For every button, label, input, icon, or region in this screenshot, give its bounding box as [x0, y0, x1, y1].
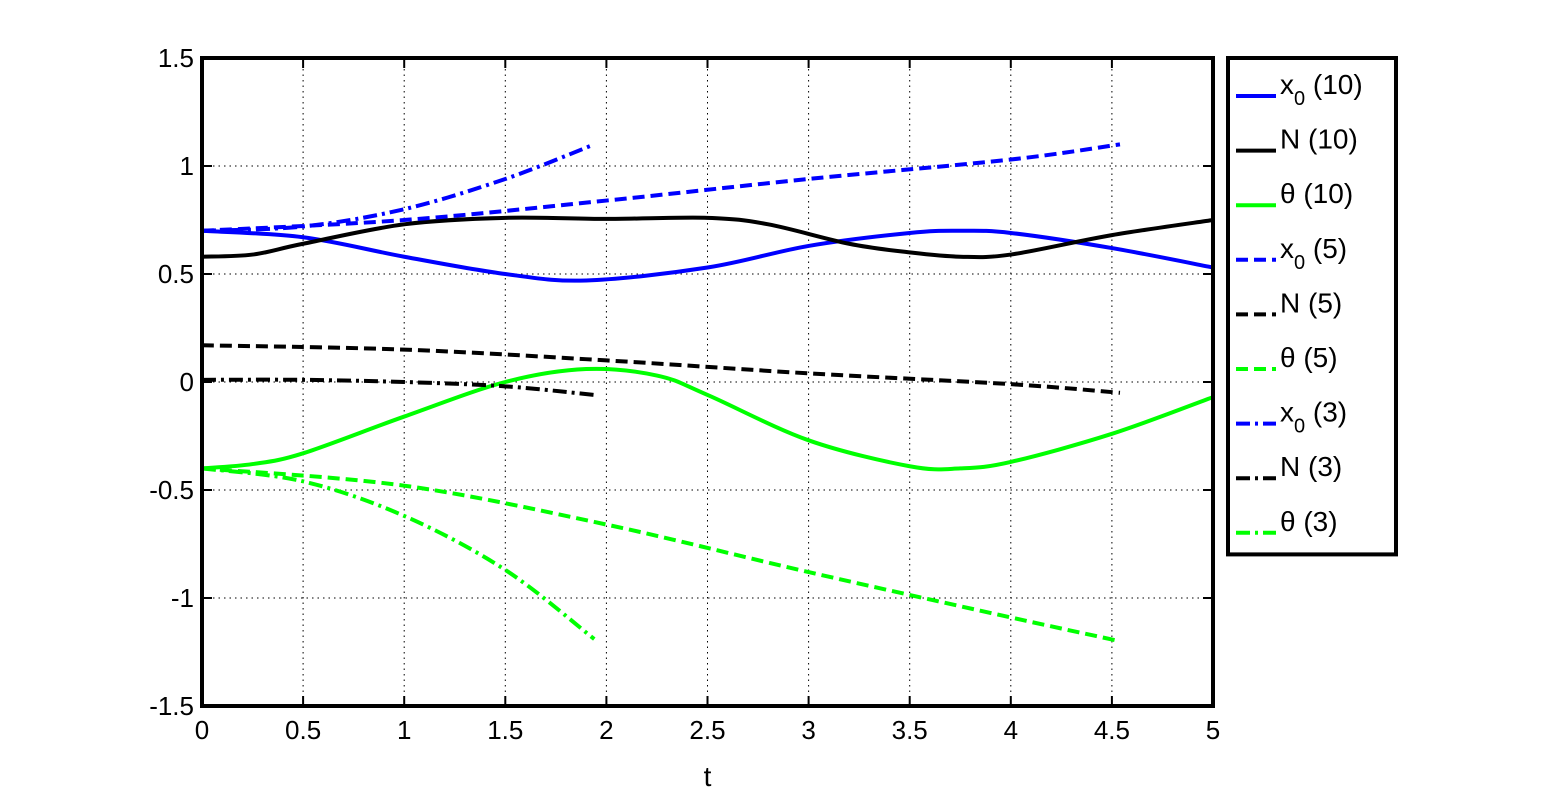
y-tick-label: 1.5 [158, 43, 194, 73]
legend-label: θ (10) [1280, 178, 1353, 209]
series-line-5 [201, 343, 1121, 395]
legend-label: N (3) [1280, 451, 1342, 482]
x-tick-label: 0 [195, 715, 209, 745]
legend-label: θ (3) [1280, 506, 1338, 537]
ticks: 0 0.5 1 1.5 2 2.5 3 3.5 4 4.5 5 -1.5 -1 -0.5 0 0.5 1 1.5 [149, 43, 1220, 745]
legend-label: N (10) [1280, 124, 1358, 155]
y-tick-label: 0.5 [158, 259, 194, 289]
series-line-9 [201, 466, 596, 641]
series-line-2 [201, 215, 1214, 260]
legend-label: x0 (5) [1280, 233, 1347, 274]
legend-label: x0 (3) [1280, 397, 1347, 438]
legend-label: x0 (10) [1280, 69, 1363, 110]
series-line-4 [201, 142, 1121, 233]
grid [202, 58, 1213, 706]
x-tick-label: 0.5 [285, 715, 321, 745]
legend-box [1226, 56, 1398, 557]
y-tick-label: 1 [180, 151, 194, 181]
x-axis-label: t [704, 761, 712, 792]
x-tick-label: 2 [599, 715, 613, 745]
y-tick-label: -1.5 [149, 691, 194, 721]
x-tick-label: 2.5 [689, 715, 725, 745]
x-tick-label: 1 [397, 715, 411, 745]
x-tick-label: 4.5 [1094, 715, 1130, 745]
legend-label: θ (5) [1280, 342, 1338, 373]
x-tick-label: 4 [1004, 715, 1018, 745]
y-tick-label: -1 [171, 583, 194, 613]
x-tick-label: 3.5 [892, 715, 928, 745]
legend: x0 (10) N (10) θ (10) x0 (5) N (5) θ (5) x0 (3… [1226, 56, 1398, 557]
series-line-8 [201, 377, 595, 397]
legend-label: N (5) [1280, 287, 1342, 318]
series-group [201, 142, 1214, 644]
series-line-1 [201, 228, 1214, 283]
series-line-3 [201, 366, 1214, 472]
series-line-7 [201, 142, 595, 233]
x-tick-label: 5 [1206, 715, 1220, 745]
y-tick-label: 0 [180, 367, 194, 397]
x-tick-label: 3 [801, 715, 815, 745]
x-tick-label: 1.5 [487, 715, 523, 745]
y-tick-label: -0.5 [149, 475, 194, 505]
series-line-6 [201, 466, 1121, 644]
